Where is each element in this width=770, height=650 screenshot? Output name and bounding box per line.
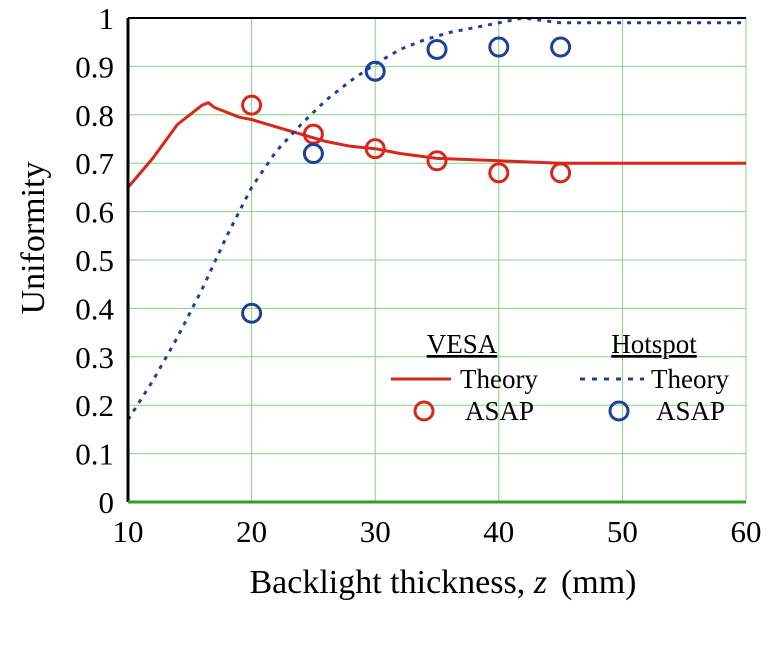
y-tick-label: 0.8 <box>75 98 114 133</box>
y-tick-label: 0.2 <box>75 388 114 423</box>
grid <box>127 17 747 503</box>
hotspot-asap-point <box>550 36 572 58</box>
y-tick-label: 0.3 <box>75 340 114 375</box>
x-axis-title-unit: (mm) <box>561 564 637 601</box>
legend-vesa-asap-marker <box>413 400 435 422</box>
x-axis-title-main: Backlight thickness, <box>249 564 533 601</box>
legend-hotspot-asap-marker <box>608 400 630 422</box>
x-tick-label: 10 <box>113 514 144 549</box>
hotspot-theory-line <box>126 16 746 421</box>
legend: VESA Hotspot Theory Theory ASAP ASAP <box>391 329 729 426</box>
legend-group-vesa: VESA <box>427 329 498 359</box>
x-axis-title: Backlight thickness, z (mm) <box>249 564 636 601</box>
vesa-asap-point <box>488 162 510 184</box>
hotspot-asap-point <box>426 38 448 60</box>
y-tick-label: 0.5 <box>75 243 114 278</box>
hotspot-asap-point <box>302 143 324 165</box>
legend-vesa-asap-label: ASAP <box>465 396 534 426</box>
axes <box>126 17 746 504</box>
hotspot-asap-point <box>364 60 386 82</box>
x-tick-label: 20 <box>236 514 267 549</box>
series-layer <box>126 16 746 421</box>
y-tick-label: 0.7 <box>75 146 114 181</box>
legend-hotspot-theory-label: Theory <box>651 364 729 394</box>
x-tick-label: 40 <box>483 514 514 549</box>
x-tick-label: 50 <box>607 514 638 549</box>
hotspot-asap-point <box>488 36 510 58</box>
y-tick-label: 0.4 <box>75 291 114 326</box>
y-tick-label: 0 <box>99 485 115 520</box>
y-axis-title: Uniformity <box>15 162 52 315</box>
y-tick-label: 0.9 <box>75 49 114 84</box>
vesa-theory-line <box>126 101 746 189</box>
vesa-asap-point <box>302 123 324 145</box>
vesa-asap-point <box>241 94 263 116</box>
x-tick-label: 60 <box>731 514 762 549</box>
legend-group-hotspot: Hotspot <box>611 329 697 359</box>
y-tick-label: 1 <box>99 1 115 36</box>
legend-vesa-theory-label: Theory <box>460 364 538 394</box>
vesa-asap-point <box>364 138 386 160</box>
vesa-asap-point <box>426 150 448 172</box>
legend-hotspot-asap-label: ASAP <box>656 396 725 426</box>
tick-labels: 0 0.1 0.2 0.3 0.4 0.5 0.6 0.7 0.8 0.9 1 10 20 30 40 50 6… <box>75 1 761 549</box>
hotspot-asap-point <box>241 302 263 324</box>
y-tick-label: 0.1 <box>75 437 114 472</box>
vesa-asap-point <box>550 162 572 184</box>
y-tick-label: 0.6 <box>75 195 114 230</box>
x-tick-label: 30 <box>360 514 391 549</box>
x-axis-title-variable: z <box>533 564 547 601</box>
